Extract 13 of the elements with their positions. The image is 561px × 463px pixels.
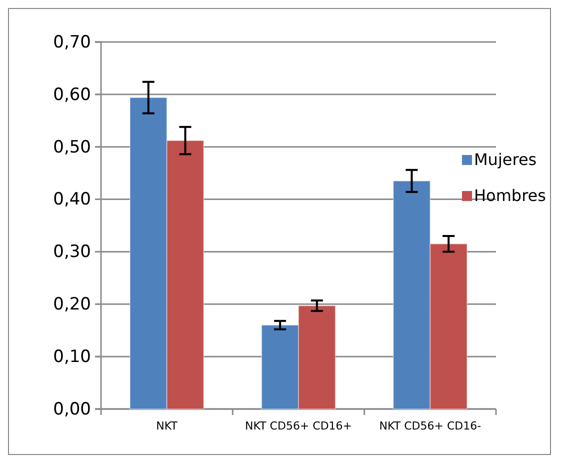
legend-label: Hombres <box>474 186 546 205</box>
y-tick-label: 0,50 <box>53 137 91 158</box>
y-tick-label: 0,70 <box>53 32 91 52</box>
y-tick-label: 0,20 <box>53 294 91 315</box>
x-tick-label: NKT <box>156 420 178 433</box>
x-tick-label: NKT CD56+ CD16+ <box>244 420 352 433</box>
x-tick-label: NKT CD56+ CD16- <box>379 420 482 433</box>
y-tick-label: 0,10 <box>53 347 91 368</box>
y-tick-label: 0,60 <box>53 84 91 105</box>
y-tick-label: 0,40 <box>53 190 91 210</box>
legend-label: Mujeres <box>474 150 537 169</box>
y-tick-label: 0,00 <box>53 399 91 420</box>
y-tick-label: 0,30 <box>53 242 91 262</box>
